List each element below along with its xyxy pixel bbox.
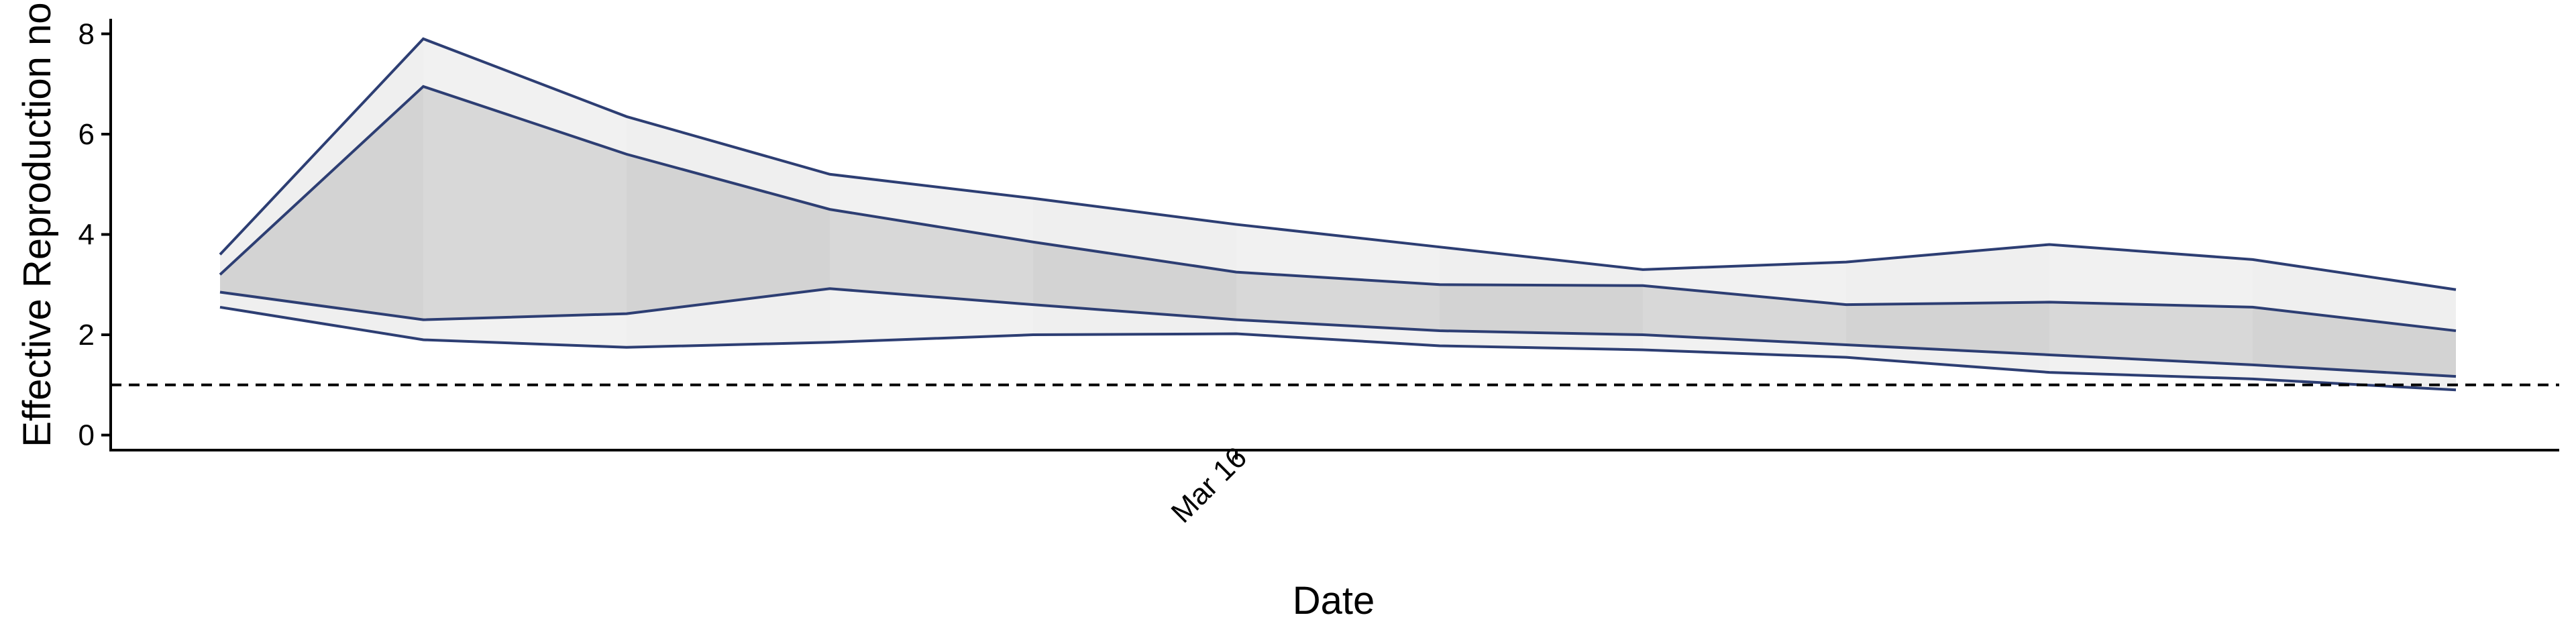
series-lines: [219, 37, 2457, 392]
y-tick-label: 8: [78, 17, 95, 50]
y-tick-label: 4: [78, 219, 95, 252]
y-axis-title: Effective Reproduction no: [15, 2, 59, 447]
inner-band-area: [220, 86, 2456, 377]
x-axis-title: Date: [1293, 579, 1375, 623]
inner-lower-line: [219, 287, 2457, 378]
y-ticks: 0 2 4 6 8: [78, 17, 111, 452]
y-tick-label: 0: [78, 419, 95, 452]
outer-lower-line: [219, 305, 2457, 392]
band-segment-shade: [423, 38, 627, 347]
confidence-bands: [220, 38, 2456, 390]
x-ticks: Mar 16: [1165, 441, 1253, 529]
band-segment-shade: [2049, 244, 2253, 379]
y-tick-label: 2: [78, 319, 95, 352]
band-segment-shade: [1643, 262, 1846, 358]
outer-band-area: [220, 38, 2456, 390]
x-tick-label: Mar 16: [1165, 441, 1253, 529]
inner-upper-line: [219, 85, 2457, 333]
outer-upper-line: [219, 37, 2457, 291]
band-segment-shade: [830, 174, 1033, 343]
band-segment-shade: [1236, 224, 1440, 346]
y-tick-label: 6: [78, 118, 95, 151]
